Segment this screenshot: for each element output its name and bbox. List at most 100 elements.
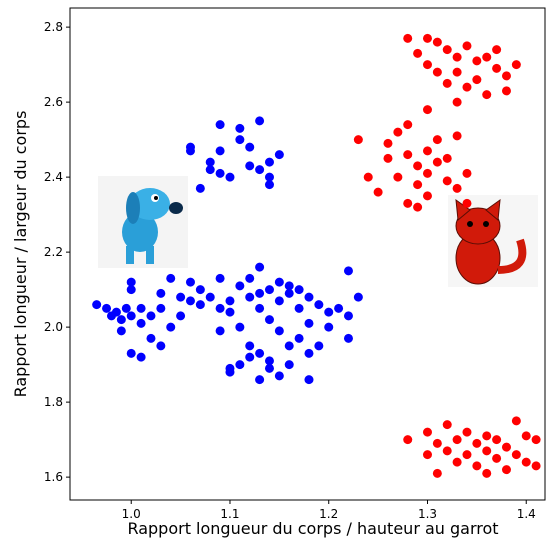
point <box>255 303 265 313</box>
point <box>383 138 393 148</box>
point <box>215 326 225 336</box>
point <box>284 281 294 291</box>
point <box>225 296 235 306</box>
point <box>255 288 265 298</box>
point <box>166 273 176 283</box>
point <box>442 176 452 186</box>
point <box>205 157 215 167</box>
point <box>452 183 462 193</box>
point <box>304 348 314 358</box>
point <box>225 307 235 317</box>
point <box>343 266 353 276</box>
point <box>422 450 432 460</box>
point <box>521 457 531 467</box>
point <box>432 468 442 478</box>
point <box>255 116 265 126</box>
point <box>492 435 502 445</box>
point <box>472 438 482 448</box>
point <box>136 318 146 328</box>
point <box>215 168 225 178</box>
point <box>215 303 225 313</box>
point <box>422 427 432 437</box>
point <box>225 172 235 182</box>
point <box>274 371 284 381</box>
point <box>205 292 215 302</box>
point <box>422 105 432 115</box>
point <box>136 303 146 313</box>
point <box>432 67 442 77</box>
point <box>462 82 472 92</box>
point <box>353 135 363 145</box>
point <box>294 303 304 313</box>
point <box>482 431 492 441</box>
point <box>235 281 245 291</box>
point <box>255 262 265 272</box>
point <box>264 157 274 167</box>
y-tick-label: 2.4 <box>44 170 63 184</box>
point <box>255 348 265 358</box>
point <box>235 322 245 332</box>
point <box>284 360 294 370</box>
point <box>274 150 284 160</box>
point <box>482 52 492 62</box>
point <box>235 135 245 145</box>
point <box>422 191 432 201</box>
x-tick-label: 1.2 <box>319 507 338 521</box>
point <box>245 341 255 351</box>
point <box>442 420 452 430</box>
point <box>432 157 442 167</box>
point <box>166 322 176 332</box>
point <box>501 71 511 81</box>
point <box>413 180 423 190</box>
dog-icon <box>98 176 188 268</box>
point <box>334 303 344 313</box>
point <box>462 427 472 437</box>
point <box>176 311 186 321</box>
point <box>264 363 274 373</box>
x-tick-label: 1.1 <box>220 507 239 521</box>
point <box>274 277 284 287</box>
y-tick-label: 1.8 <box>44 395 63 409</box>
point <box>422 168 432 178</box>
point <box>452 67 462 77</box>
point <box>422 33 432 43</box>
point <box>521 431 531 441</box>
point <box>185 277 195 287</box>
y-tick-label: 2.8 <box>44 20 63 34</box>
point <box>205 165 215 175</box>
point <box>413 48 423 58</box>
point <box>185 296 195 306</box>
point <box>245 273 255 283</box>
point <box>195 300 205 310</box>
point <box>472 56 482 66</box>
y-tick-label: 1.6 <box>44 470 63 484</box>
point <box>403 33 413 43</box>
y-axis-label: Rapport longueur / largeur du corps <box>11 111 30 398</box>
point <box>373 187 383 197</box>
point <box>343 311 353 321</box>
point <box>462 168 472 178</box>
point <box>116 326 126 336</box>
plot-frame <box>69 7 546 501</box>
point <box>215 146 225 156</box>
point <box>284 341 294 351</box>
point <box>403 150 413 160</box>
point <box>111 307 121 317</box>
point <box>432 135 442 145</box>
point <box>531 435 541 445</box>
point <box>136 352 146 362</box>
point <box>462 450 472 460</box>
point <box>245 292 255 302</box>
point <box>501 465 511 475</box>
point <box>215 273 225 283</box>
point <box>472 461 482 471</box>
point <box>274 326 284 336</box>
point <box>452 131 462 141</box>
point <box>146 311 156 321</box>
point <box>304 292 314 302</box>
point <box>126 348 136 358</box>
y-tick-label: 2.0 <box>44 320 63 334</box>
point <box>156 341 166 351</box>
point <box>482 90 492 100</box>
point <box>422 60 432 70</box>
